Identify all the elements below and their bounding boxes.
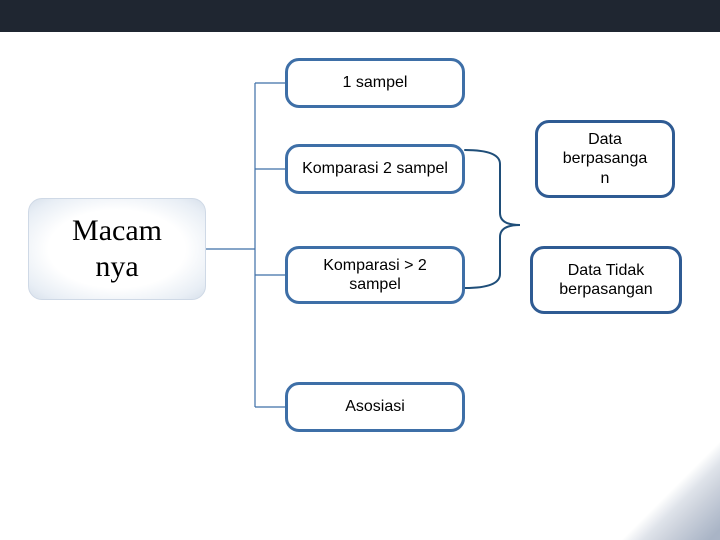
leaf-node-l2: Data Tidak berpasangan [530,246,682,314]
corner-accent [610,430,720,540]
mid-node-m3: Komparasi > 2 sampel [285,246,465,304]
leaf-node-label: Data Tidak berpasangan [559,261,652,299]
mid-node-m2: Komparasi 2 sampel [285,144,465,194]
mid-node-label: Komparasi 2 sampel [302,159,448,178]
mid-node-label: 1 sampel [343,73,408,92]
mid-node-m1: 1 sampel [285,58,465,108]
root-label: Macam nya [72,213,162,285]
top-band [0,0,720,32]
mid-node-label: Asosiasi [345,397,405,416]
leaf-node-label: Data berpasanga n [563,130,648,188]
root-node: Macam nya [28,198,206,300]
leaf-node-l1: Data berpasanga n [535,120,675,198]
mid-node-m4: Asosiasi [285,382,465,432]
mid-node-label: Komparasi > 2 sampel [323,256,427,294]
